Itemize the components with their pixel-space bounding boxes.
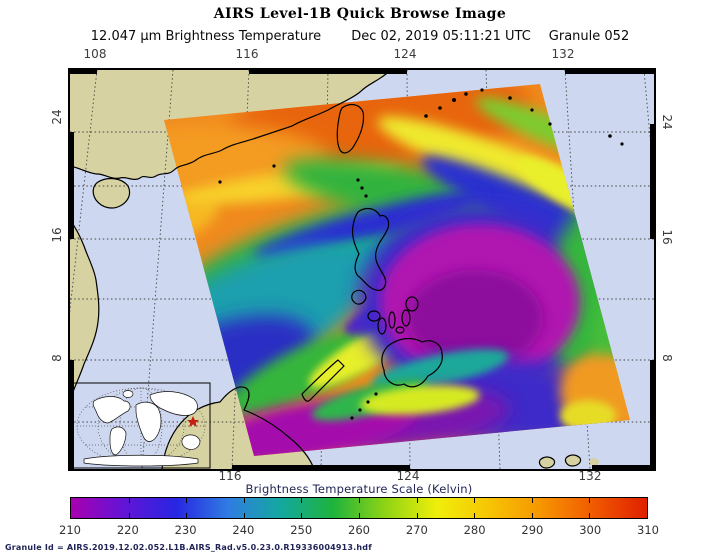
colorbar-tick-mark <box>531 513 533 518</box>
lat-tick-right: 24 <box>660 114 674 130</box>
subtitle: 12.047 μm Brightness Temperature Dec 02,… <box>0 29 720 44</box>
colorbar-tick-mark <box>359 498 360 503</box>
brightness-temperature-swath <box>164 84 630 456</box>
colorbar-tick-label: 290 <box>521 523 544 537</box>
colorbar-tick-mark <box>301 498 303 503</box>
lon-tick-top: 116 <box>235 47 259 61</box>
colorbar-tick-mark <box>474 498 476 503</box>
location-marker-star-icon <box>187 416 199 428</box>
subtitle-product: 12.047 μm Brightness Temperature <box>90 29 322 44</box>
lon-tick-top: 108 <box>83 47 107 61</box>
lon-tick-top: 132 <box>551 47 575 61</box>
colorbar-tick-label: 280 <box>463 523 486 537</box>
lat-tick-right: 8 <box>660 354 674 362</box>
colorbar <box>70 497 648 519</box>
colorbar-tick-mark <box>128 513 130 518</box>
colorbar-tick-label: 220 <box>116 523 139 537</box>
colorbar-tick-mark <box>531 498 533 503</box>
colorbar-tick-label: 310 <box>637 523 659 537</box>
colorbar-tick-mark <box>186 513 188 518</box>
lat-tick-left: 8 <box>50 354 64 362</box>
frame-tick-band <box>70 70 97 74</box>
colorbar-tick-label: 260 <box>348 523 370 537</box>
colorbar-tick-mark <box>301 513 303 518</box>
frame-tick-band <box>592 465 654 469</box>
lon-tick-bottom: 116 <box>218 469 242 483</box>
frame-tick-band <box>232 465 410 469</box>
colorbar-tick-label: 230 <box>174 523 197 537</box>
colorbar-tick-label: 250 <box>290 523 313 537</box>
subtitle-granule: Granule 052 <box>548 29 630 44</box>
map-canvas <box>68 68 656 471</box>
frame-tick-band <box>650 124 654 239</box>
page-title: AIRS Level-1B Quick Browse Image <box>213 6 507 22</box>
colorbar-tick-labels: 210 220 230 240 250 260 270 280 290 300 310 <box>0 523 720 537</box>
colorbar-tick-mark <box>589 498 591 503</box>
colorbar-tick-mark <box>186 498 188 503</box>
lat-tick-right: 16 <box>660 229 674 245</box>
colorbar-tick-mark <box>589 513 591 518</box>
lon-tick-bottom: 132 <box>578 469 602 483</box>
frame-tick-band <box>249 70 407 74</box>
lon-tick-top: 124 <box>393 47 417 61</box>
colorbar-tick-mark <box>243 513 245 518</box>
colorbar-tick-mark <box>128 498 130 503</box>
coastlines <box>70 70 582 469</box>
colorbar-tick-mark <box>243 498 245 503</box>
colorbar-tick-mark <box>359 513 360 518</box>
colorbar-tick-label: 210 <box>59 523 81 537</box>
granule-id-text: Granule Id = AIRS.2019.12.02.052.L1B.AIR… <box>5 543 372 552</box>
lon-tick-bottom: 124 <box>396 469 420 483</box>
colorbar-title: Brightness Temperature Scale (Kelvin) <box>245 482 473 496</box>
frame-tick-band <box>650 360 654 469</box>
frame-tick-band <box>565 70 654 74</box>
frame-tick-band <box>70 360 74 469</box>
map-art <box>70 70 654 469</box>
colorbar-tick-mark <box>416 498 418 503</box>
small-islands <box>218 88 624 420</box>
colorbar-tick-mark <box>474 513 476 518</box>
colorbar-tick-label: 300 <box>579 523 602 537</box>
lat-tick-left: 24 <box>50 109 64 125</box>
frame-tick-band <box>70 132 74 239</box>
colorbar-tick-mark <box>416 513 418 518</box>
lat-tick-left: 16 <box>50 227 64 243</box>
inset-world-map <box>71 382 211 469</box>
subtitle-datetime: Dec 02, 2019 05:11:21 UTC <box>351 29 531 44</box>
colorbar-tick-label: 240 <box>232 523 255 537</box>
colorbar-tick-label: 270 <box>405 523 428 537</box>
